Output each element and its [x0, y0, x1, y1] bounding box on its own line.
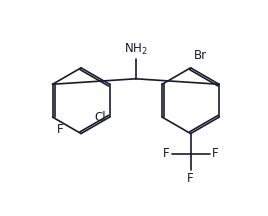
Text: NH$_2$: NH$_2$ — [124, 42, 148, 57]
Text: F: F — [187, 172, 194, 185]
Text: Cl: Cl — [94, 111, 106, 124]
Text: F: F — [163, 147, 169, 160]
Text: F: F — [212, 147, 218, 160]
Text: Br: Br — [193, 49, 207, 62]
Text: F: F — [57, 123, 64, 136]
